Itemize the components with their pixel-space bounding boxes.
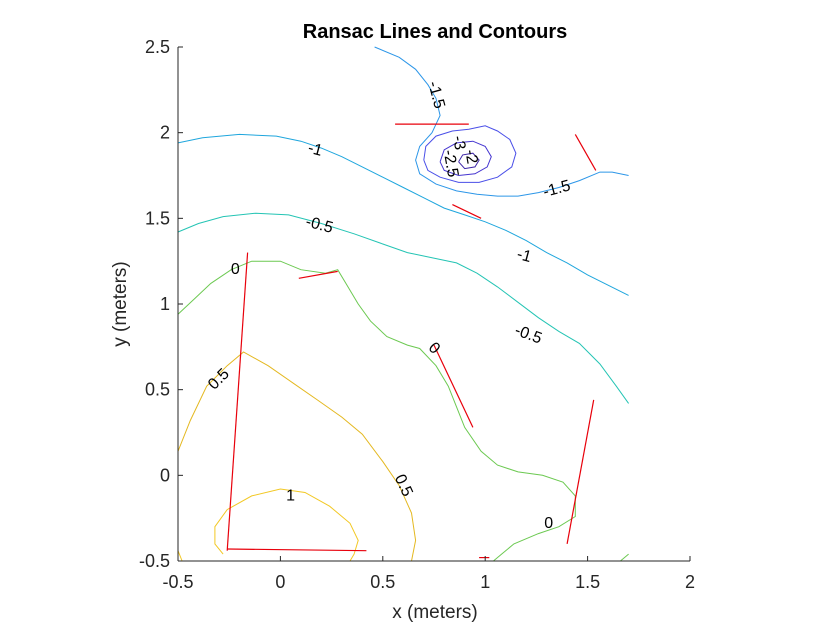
contour-lines bbox=[177, 46, 630, 562]
ransac-line bbox=[574, 134, 597, 171]
contour-line bbox=[177, 550, 183, 562]
contour-label: -0.5 bbox=[512, 322, 544, 347]
contour-label: -1.5 bbox=[541, 177, 572, 201]
contour-label: -2 bbox=[461, 148, 480, 165]
x-tick-label: -0.5 bbox=[162, 572, 193, 592]
contour-label: 0 bbox=[231, 261, 240, 278]
axes: -0.5 0 0.5 1 1.5 2 -0.5 0 0.5 1 1.5 2 2.5 bbox=[139, 37, 695, 592]
ransac-lines bbox=[226, 123, 597, 559]
contour-label: -2.5 bbox=[440, 148, 462, 178]
x-tick-label: 1 bbox=[480, 572, 490, 592]
contour-line bbox=[458, 152, 480, 170]
contour-label: 1 bbox=[286, 487, 295, 504]
contour-label: -1 bbox=[306, 140, 324, 160]
y-axis-label: y (meters) bbox=[110, 261, 131, 347]
contour-line bbox=[177, 212, 630, 404]
chart-title: Ransac Lines and Contours bbox=[303, 21, 568, 43]
contour-line bbox=[374, 46, 629, 197]
x-axis-label: x (meters) bbox=[392, 602, 478, 623]
y-tick-label: 0.5 bbox=[145, 380, 170, 400]
ransac-line bbox=[433, 344, 474, 428]
ransac-line bbox=[227, 548, 367, 552]
y-tick-label: 2 bbox=[160, 123, 170, 143]
contour-line bbox=[423, 125, 517, 183]
x-tick-label: 1.5 bbox=[575, 572, 600, 592]
contour-label: 0 bbox=[425, 339, 443, 357]
ransac-line bbox=[452, 204, 482, 219]
x-tick-label: 2 bbox=[685, 572, 695, 592]
contour-label: 0.5 bbox=[205, 365, 233, 393]
ransac-line bbox=[298, 270, 338, 279]
y-tick-label: -0.5 bbox=[139, 551, 170, 571]
y-tick-label: 0 bbox=[160, 465, 170, 485]
contour-label: -1.5 bbox=[424, 79, 448, 110]
contour-line bbox=[620, 553, 629, 562]
contour-label: -0.5 bbox=[304, 213, 335, 237]
x-tick-label: 0 bbox=[275, 572, 285, 592]
contour-labels: -1.5 -2.5 -2-3 -1.5 -1 -1 -0.5 -0.5 0 0 0 0.5 0.5 1 bbox=[205, 79, 572, 531]
contour-line bbox=[214, 488, 359, 562]
y-tick-label: 1 bbox=[160, 294, 170, 314]
contour-line bbox=[177, 133, 629, 296]
contour-line bbox=[177, 260, 576, 562]
ransac-line bbox=[566, 399, 595, 545]
contour-label: -1 bbox=[515, 246, 533, 266]
contour-line bbox=[177, 351, 417, 562]
y-tick-label: 2.5 bbox=[145, 37, 170, 57]
x-tick-label: 0.5 bbox=[370, 572, 395, 592]
contour-label: 0.5 bbox=[391, 472, 416, 499]
contour-label: 0 bbox=[544, 515, 553, 532]
contour-line bbox=[439, 140, 492, 177]
contour-label: -3 bbox=[449, 134, 468, 151]
ransac-line bbox=[226, 252, 249, 551]
y-tick-label: 1.5 bbox=[145, 208, 170, 228]
